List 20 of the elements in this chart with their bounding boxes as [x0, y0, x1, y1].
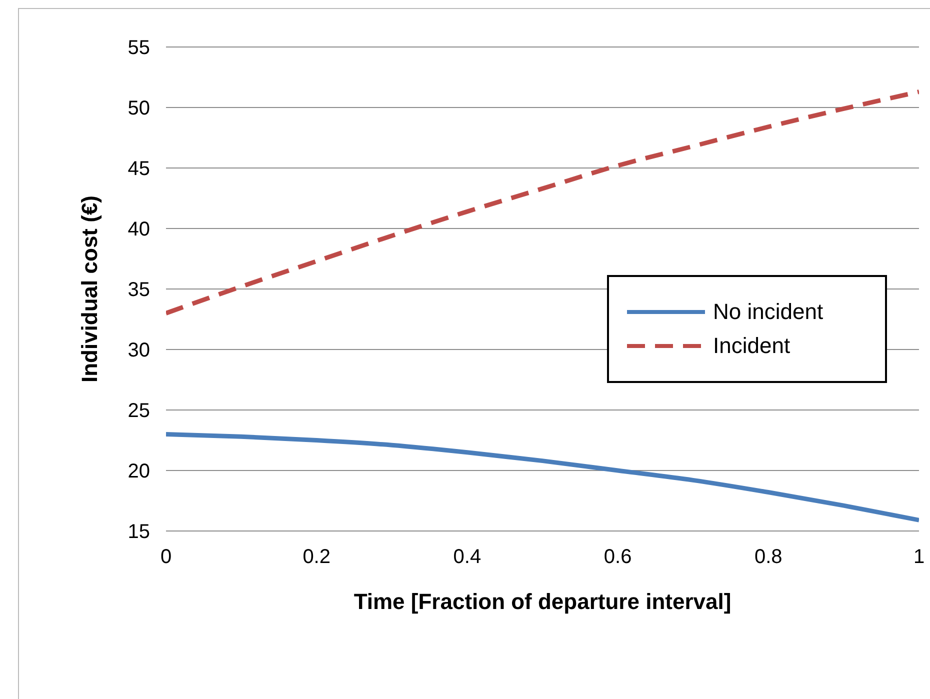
y-tick-label: 50 [128, 98, 150, 120]
y-tick-label: 20 [128, 460, 150, 483]
y-tick-label: 55 [128, 37, 150, 60]
x-tick-label: 0.8 [754, 546, 782, 568]
y-tick-label: 35 [128, 279, 150, 302]
y-axis-title: Individual cost (€) [76, 195, 102, 383]
y-tick-label: 25 [128, 400, 150, 422]
line-series [166, 432, 919, 522]
y-tick-label: 30 [128, 340, 150, 362]
x-axis-title: Time [Fraction of departure interval] [354, 589, 732, 614]
y-tick-label: 45 [128, 158, 150, 180]
x-tick-label: 0.6 [604, 546, 632, 568]
y-tick-label: 15 [128, 521, 150, 544]
x-tick-label: 0 [160, 546, 172, 568]
x-tick-label: 1 [913, 546, 925, 568]
y-tick-label: 40 [128, 218, 150, 241]
legend-label: Incident [713, 333, 790, 359]
x-tick-label: 0.4 [453, 546, 482, 568]
x-tick-label: 0.2 [302, 546, 331, 568]
legend-label: No incident [713, 299, 824, 325]
